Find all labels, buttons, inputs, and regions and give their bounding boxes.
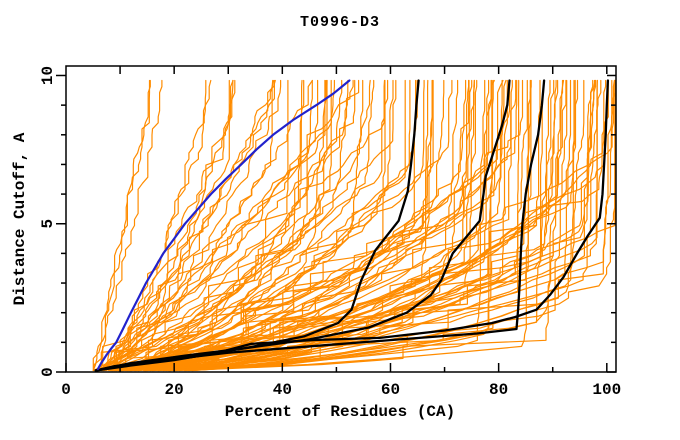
curve-orange-model [105, 79, 289, 372]
x-tick-label: 20 [165, 381, 184, 399]
curve-orange-model [113, 79, 504, 372]
curve-orange-model [178, 79, 572, 372]
curve-orange-model [108, 79, 274, 372]
curve-orange-model [174, 79, 531, 372]
curve-orange-model [100, 79, 212, 372]
x-axis-label: Percent of Residues (CA) [224, 403, 456, 421]
y-tick-label: 0 [39, 367, 57, 377]
curve-orange-model [98, 79, 230, 372]
curve-orange-model [145, 79, 508, 372]
curve-orange-model [165, 79, 565, 372]
curve-orange-model [133, 79, 434, 372]
curve-orange-model [142, 79, 545, 372]
plot-area [92, 79, 616, 372]
curve-orange-model [107, 79, 386, 372]
x-tick-label: 60 [381, 381, 400, 399]
curve-orange-model [92, 79, 163, 372]
curve-orange-model [115, 79, 305, 372]
curve-orange-model [138, 79, 518, 372]
curve-orange-model [116, 79, 371, 372]
curve-orange-model [151, 79, 613, 372]
x-tick-label: 40 [273, 381, 292, 399]
curve-orange-model [99, 79, 234, 372]
y-tick-label: 10 [39, 66, 57, 85]
curve-orange-model [157, 79, 490, 372]
curve-orange-model [110, 79, 453, 372]
curve-orange-model [92, 79, 151, 372]
curve-orange-model [99, 79, 354, 372]
curve-orange-model [112, 79, 467, 372]
y-tick-label: 5 [39, 219, 57, 229]
curve-orange-model [92, 79, 319, 372]
curve-black-curve-3 [94, 79, 546, 372]
curve-orange-model [109, 79, 425, 372]
curve-orange-model [115, 79, 327, 372]
curve-orange-model [117, 79, 360, 372]
axis-box [65, 65, 617, 373]
curve-orange-model [146, 79, 473, 372]
curve-orange-model [103, 79, 275, 372]
curve-orange-model [113, 79, 394, 372]
curve-orange-model [130, 79, 598, 372]
curve-orange-model [92, 79, 151, 372]
curve-orange-model [128, 79, 470, 372]
curve-orange-model [127, 79, 492, 372]
curve-blue-highlight-curve [96, 79, 351, 371]
curve-orange-model [183, 79, 564, 372]
curve-black-curve-4 [94, 79, 610, 372]
curve-orange-model [103, 79, 207, 372]
x-tick-label: 100 [592, 381, 621, 399]
curve-orange-model [97, 79, 313, 372]
curve-orange-model [169, 79, 494, 372]
x-tick-label: 80 [489, 381, 508, 399]
curve-orange-model [122, 79, 513, 372]
curve-orange-model [109, 79, 236, 372]
curve-orange-model [110, 79, 445, 372]
x-tick-label: 0 [61, 381, 71, 399]
curve-orange-model [98, 79, 234, 372]
curve-orange-model [102, 79, 276, 372]
curve-orange-model [111, 79, 470, 372]
curve-orange-model [162, 79, 596, 372]
curve-orange-model [119, 79, 429, 372]
curve-orange-model [125, 79, 475, 372]
curve-orange-model [119, 79, 375, 372]
curve-orange-model [120, 79, 389, 372]
chart-title: T0996-D3 [299, 14, 380, 31]
curve-orange-model [111, 79, 406, 372]
curve-orange-model [118, 79, 459, 372]
curve-orange-model [103, 79, 335, 372]
curve-orange-model [113, 79, 434, 372]
curve-orange-model [100, 79, 332, 372]
